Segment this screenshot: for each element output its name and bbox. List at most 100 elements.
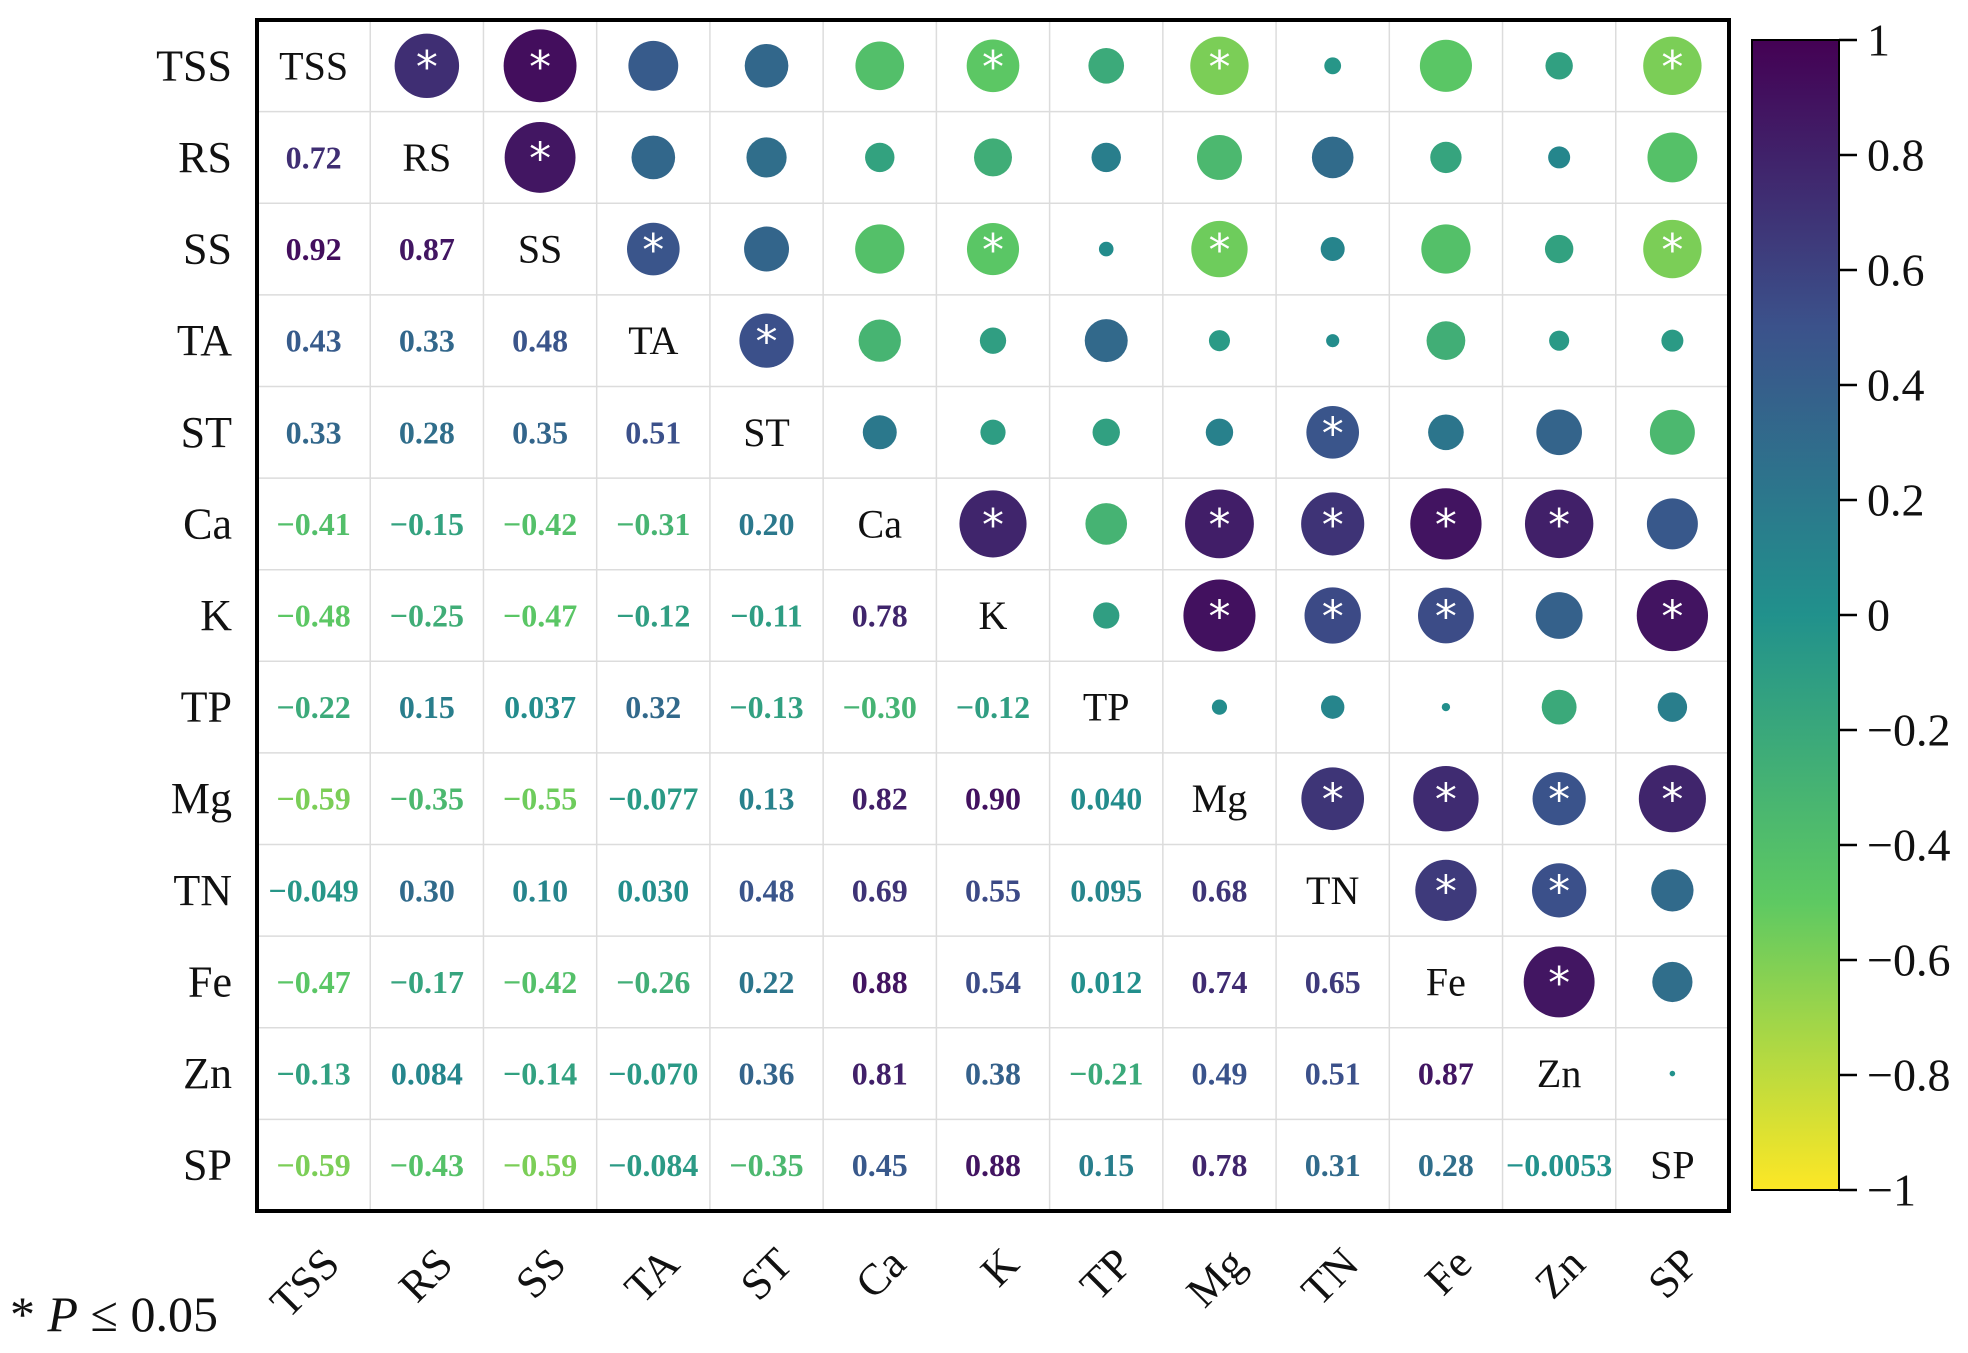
corr-circle-st-tp — [1092, 418, 1120, 446]
col-label-sp: SP — [1638, 1239, 1707, 1308]
corr-value-sp-k: 0.88 — [965, 1147, 1021, 1183]
corr-value-ss-rs: 0.87 — [399, 231, 455, 267]
corr-circle-k-sp — [1636, 579, 1709, 652]
corr-value-fe-st: 0.22 — [739, 964, 795, 1000]
corr-circle-ss-k — [966, 222, 1020, 276]
col-label-mg: Mg — [1177, 1239, 1255, 1317]
significance-star: * — [1661, 42, 1683, 93]
corr-value-st-tss: 0.33 — [286, 414, 342, 450]
corr-value-tp-ca: −0.30 — [843, 689, 917, 725]
diagonal-label-tn: TN — [1306, 868, 1359, 913]
corr-value-tp-st: −0.13 — [729, 689, 803, 725]
significance-star: * — [1661, 592, 1683, 643]
corr-circle-rs-tn — [1311, 136, 1354, 179]
corr-circle-st-tn — [1306, 405, 1360, 459]
corr-circle-tn-zn — [1532, 863, 1587, 918]
corr-circle-ss-ta — [626, 222, 680, 276]
corr-value-ca-st: 0.20 — [739, 506, 795, 542]
diagonal-label-sp: SP — [1650, 1143, 1695, 1188]
row-label-k: K — [200, 591, 232, 640]
corr-value-sp-tn: 0.31 — [1305, 1147, 1361, 1183]
corr-circle-fe-zn — [1523, 946, 1595, 1018]
diagonal-label-ca: Ca — [858, 501, 903, 546]
corr-value-sp-fe: 0.28 — [1418, 1147, 1474, 1183]
corr-value-sp-mg: 0.78 — [1191, 1147, 1247, 1183]
corr-circle-tn-fe — [1415, 859, 1477, 921]
corr-value-st-rs: 0.28 — [399, 414, 455, 450]
corr-value-ta-ss: 0.48 — [512, 323, 568, 359]
significance-star: * — [1208, 42, 1230, 93]
significance-star: * — [1435, 592, 1457, 643]
corr-circle-tp-fe — [1441, 702, 1451, 712]
corr-value-tp-rs: 0.15 — [399, 689, 455, 725]
corr-circle-mg-zn — [1532, 772, 1586, 826]
corr-value-tn-rs: 0.30 — [399, 872, 455, 908]
col-label-tp: TP — [1071, 1239, 1142, 1310]
significance-star: * — [416, 42, 438, 93]
corr-circle-tss-ca — [855, 41, 905, 91]
corr-circle-rs-ca — [865, 142, 895, 173]
corr-circle-tn-sp — [1651, 869, 1694, 912]
corr-value-k-ta: −0.12 — [616, 598, 690, 634]
corr-circle-ca-mg — [1185, 489, 1254, 559]
corr-circle-ca-sp — [1646, 498, 1698, 550]
corr-circle-rs-sp — [1647, 132, 1698, 183]
row-label-sp: SP — [183, 1141, 232, 1190]
corr-value-zn-k: 0.38 — [965, 1056, 1021, 1092]
diagonal-label-k: K — [979, 593, 1008, 638]
colorbar-bar — [1751, 39, 1840, 1191]
corr-circle-ca-k — [959, 490, 1027, 558]
corr-circle-ta-mg — [1208, 330, 1231, 352]
corr-value-ta-rs: 0.33 — [399, 323, 455, 359]
corr-value-ca-rs: −0.15 — [390, 506, 464, 542]
corr-value-tn-ca: 0.69 — [852, 872, 908, 908]
corr-value-st-ss: 0.35 — [512, 414, 568, 450]
corr-circle-ss-tn — [1320, 237, 1345, 262]
significance-star: * — [1548, 958, 1570, 1009]
colorbar-tick-label: 0.8 — [1867, 130, 1925, 181]
corr-circle-tp-mg — [1211, 699, 1228, 715]
footnote-star: * — [10, 1286, 35, 1342]
corr-value-tp-ta: 0.32 — [625, 689, 681, 725]
colorbar-tick-label: 0 — [1867, 590, 1890, 641]
corr-value-sp-ta: −0.084 — [608, 1147, 698, 1183]
significance-star: * — [1208, 592, 1230, 643]
row-label-ca: Ca — [183, 499, 232, 548]
corr-circle-mg-fe — [1413, 766, 1479, 832]
corr-circle-st-sp — [1649, 409, 1695, 455]
row-label-fe: Fe — [188, 957, 232, 1006]
corr-value-mg-st: 0.13 — [739, 781, 795, 817]
corr-value-tn-tss: −0.049 — [268, 872, 358, 908]
corr-value-k-tss: −0.48 — [276, 598, 350, 634]
diagonal-label-mg: Mg — [1192, 776, 1248, 821]
corr-circle-rs-k — [974, 138, 1012, 177]
plot-frame — [255, 18, 1731, 1213]
corr-circle-ta-zn — [1549, 330, 1570, 351]
corr-circle-st-k — [980, 419, 1006, 445]
corr-circle-tss-ss — [503, 29, 577, 103]
corr-circle-k-tp — [1093, 602, 1120, 629]
corr-value-st-ta: 0.51 — [625, 414, 681, 450]
corr-value-fe-tn: 0.65 — [1305, 964, 1361, 1000]
significance-star: * — [982, 225, 1004, 276]
colorbar: 1 0.8 0.6 0.4 0.2 0 −0.2 −0.4 −0.6 −0.8 −1 — [1751, 15, 1950, 1216]
corr-value-zn-rs: 0.084 — [391, 1056, 463, 1092]
corr-value-k-rs: −0.25 — [390, 598, 464, 634]
corr-circle-tss-ta — [628, 40, 679, 91]
corr-value-ss-tss: 0.92 — [286, 231, 342, 267]
corr-circle-tp-zn — [1541, 689, 1577, 725]
corr-value-fe-ca: 0.88 — [852, 964, 908, 1000]
corr-circle-zn-sp — [1669, 1070, 1676, 1077]
significance-star: * — [642, 225, 664, 276]
corr-value-tp-tss: −0.22 — [276, 689, 350, 725]
col-label-ss: SS — [506, 1239, 575, 1308]
row-label-mg: Mg — [171, 774, 232, 823]
column-labels: TSS RS SS TA ST Ca K TP Mg TN Fe Zn SP — [261, 1239, 1708, 1327]
corr-circle-rs-mg — [1196, 134, 1242, 180]
corr-value-zn-tp: −0.21 — [1069, 1056, 1143, 1092]
colorbar-tick-label: −1 — [1867, 1165, 1916, 1216]
corr-value-fe-k: 0.54 — [965, 964, 1021, 1000]
corr-circle-k-zn — [1535, 592, 1583, 639]
col-label-tss: TSS — [261, 1239, 349, 1327]
colorbar-tick-label: −0.8 — [1867, 1050, 1950, 1101]
